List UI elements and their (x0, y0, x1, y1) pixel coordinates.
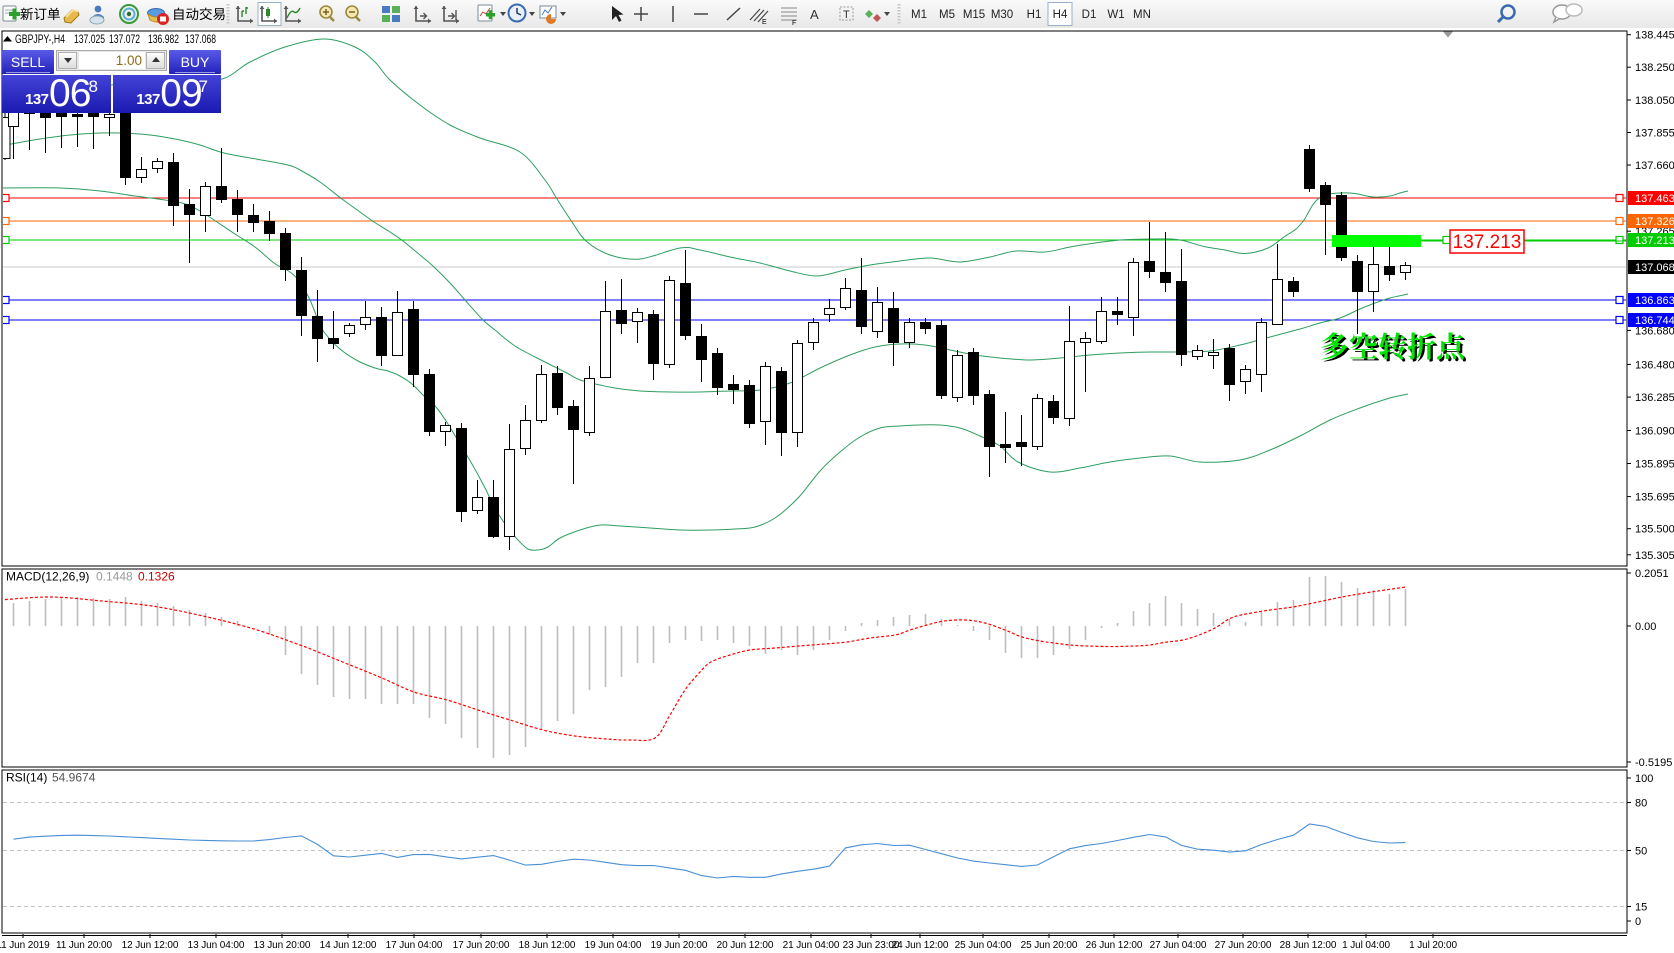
svg-text:-0.5195: -0.5195 (1635, 757, 1672, 769)
svg-text:100: 100 (1635, 773, 1653, 785)
svg-text:137.072: 137.072 (109, 34, 140, 46)
svg-text:13 Jun 04:00: 13 Jun 04:00 (188, 940, 245, 951)
svg-text:M1: M1 (911, 9, 927, 21)
svg-text:H1: H1 (1027, 9, 1042, 21)
svg-text:17 Jun 04:00: 17 Jun 04:00 (386, 940, 443, 951)
svg-text:15: 15 (1635, 902, 1647, 914)
svg-text:1 Jul 20:00: 1 Jul 20:00 (1409, 940, 1457, 951)
svg-text:54.9674: 54.9674 (52, 771, 96, 785)
svg-text:136.982: 136.982 (148, 34, 179, 46)
svg-text:25 Jun 04:00: 25 Jun 04:00 (955, 940, 1012, 951)
svg-text:MN: MN (1133, 9, 1151, 21)
svg-text:21 Jun 04:00: 21 Jun 04:00 (783, 940, 840, 951)
svg-text:136.744: 136.744 (1635, 315, 1674, 327)
svg-text:17 Jun 20:00: 17 Jun 20:00 (453, 940, 510, 951)
svg-text:138.050: 138.050 (1635, 95, 1674, 107)
svg-text:H4: H4 (1053, 9, 1068, 21)
svg-text:T: T (843, 9, 850, 21)
svg-text:135.695: 135.695 (1635, 492, 1674, 504)
svg-text:137.855: 137.855 (1635, 128, 1674, 140)
svg-text:18 Jun 12:00: 18 Jun 12:00 (519, 940, 576, 951)
svg-text:12 Jun 12:00: 12 Jun 12:00 (122, 940, 179, 951)
svg-text:137.326: 137.326 (1635, 216, 1674, 228)
svg-text:M5: M5 (939, 9, 955, 21)
svg-text:137.025: 137.025 (74, 34, 105, 46)
svg-text:14 Jun 12:00: 14 Jun 12:00 (320, 940, 377, 951)
svg-text:W1: W1 (1107, 9, 1124, 21)
svg-text:137.068: 137.068 (185, 34, 216, 46)
svg-text:136.090: 136.090 (1635, 426, 1674, 438)
svg-text:137.463: 137.463 (1635, 193, 1674, 205)
svg-text:24 Jun 12:00: 24 Jun 12:00 (892, 940, 949, 951)
svg-text:136.480: 136.480 (1635, 359, 1674, 371)
svg-text:13 Jun 20:00: 13 Jun 20:00 (254, 940, 311, 951)
svg-text:23 Jun 23:00: 23 Jun 23:00 (843, 940, 900, 951)
svg-text:M30: M30 (991, 9, 1013, 21)
svg-text:137.213: 137.213 (1635, 235, 1674, 247)
svg-text:136.680: 136.680 (1635, 325, 1674, 337)
svg-text:27 Jun 04:00: 27 Jun 04:00 (1150, 940, 1207, 951)
svg-text:0.00: 0.00 (1635, 621, 1656, 633)
svg-text:E: E (762, 19, 767, 26)
svg-text:0.2051: 0.2051 (1635, 568, 1669, 580)
svg-text:50: 50 (1635, 846, 1647, 858)
svg-text:136.285: 136.285 (1635, 392, 1674, 404)
svg-text:25 Jun 20:00: 25 Jun 20:00 (1021, 940, 1078, 951)
svg-text:138.250: 138.250 (1635, 62, 1674, 74)
svg-text:A: A (810, 7, 819, 22)
svg-text:80: 80 (1635, 798, 1647, 810)
svg-text:20 Jun 12:00: 20 Jun 12:00 (717, 940, 774, 951)
svg-text:136.863: 136.863 (1635, 295, 1674, 307)
svg-text:138.445: 138.445 (1635, 30, 1674, 42)
svg-text:27 Jun 20:00: 27 Jun 20:00 (1215, 940, 1272, 951)
svg-text:137.068: 137.068 (1635, 262, 1674, 274)
svg-text:11 Jun 20:00: 11 Jun 20:00 (56, 940, 112, 951)
svg-text:M15: M15 (963, 9, 985, 21)
svg-text:19 Jun 20:00: 19 Jun 20:00 (651, 940, 708, 951)
svg-text:D1: D1 (1082, 9, 1097, 21)
svg-text:1 Jul 04:00: 1 Jul 04:00 (1342, 940, 1390, 951)
svg-text:0.1326: 0.1326 (138, 570, 175, 584)
svg-text:RSI(14): RSI(14) (6, 771, 47, 785)
svg-text:MACD(12,26,9): MACD(12,26,9) (6, 570, 89, 584)
svg-text:135.500: 135.500 (1635, 524, 1674, 536)
svg-text:135.305: 135.305 (1635, 550, 1674, 562)
svg-text:0.1448: 0.1448 (96, 570, 133, 584)
svg-text:137.213: 137.213 (1453, 232, 1522, 253)
svg-text:F: F (792, 20, 796, 27)
svg-text:26 Jun 12:00: 26 Jun 12:00 (1086, 940, 1143, 951)
svg-text:28 Jun 12:00: 28 Jun 12:00 (1280, 940, 1337, 951)
svg-text:11 Jun 2019: 11 Jun 2019 (0, 940, 50, 951)
svg-text:0: 0 (1635, 916, 1641, 928)
svg-text:137.660: 137.660 (1635, 160, 1674, 172)
svg-text:GBPJPY-,H4: GBPJPY-,H4 (15, 34, 65, 46)
svg-text:19 Jun 04:00: 19 Jun 04:00 (585, 940, 642, 951)
svg-text:135.895: 135.895 (1635, 459, 1674, 471)
